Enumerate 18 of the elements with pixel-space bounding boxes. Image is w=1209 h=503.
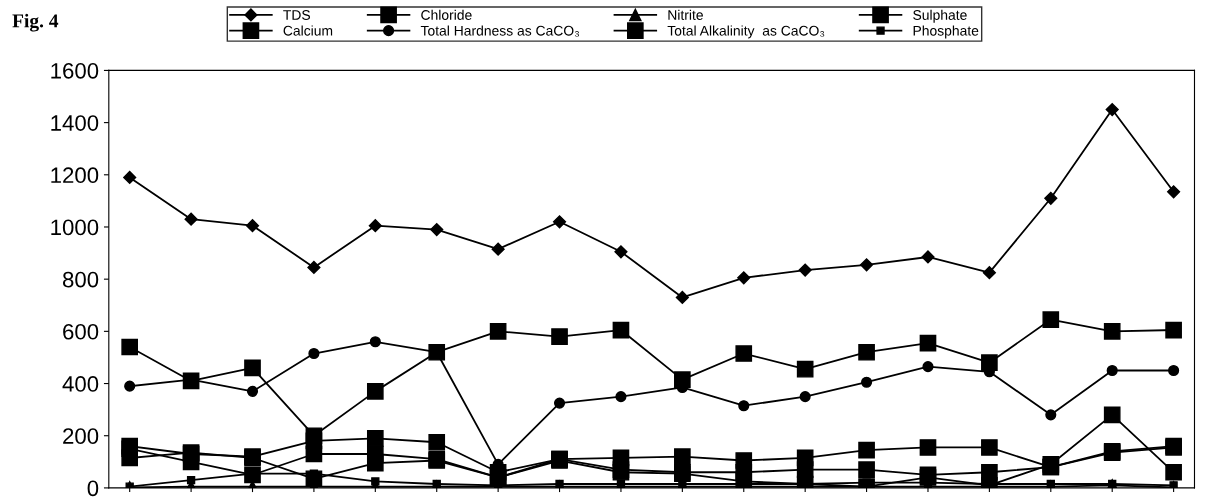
y-tick-label: 400 (62, 376, 99, 392)
y-tick-label: 600 (63, 323, 99, 340)
legend-label: Sulphate (913, 9, 967, 23)
legend-label: TDS (283, 10, 311, 20)
y-tick-label: 0 (87, 480, 99, 497)
legend-label: Nitrite (668, 9, 703, 20)
y-tick-label: 1200 (51, 167, 99, 184)
legend-label: Total Hardness as CaCO₃ (420, 25, 579, 37)
legend-label: Chloride (421, 9, 472, 20)
legend-label: Calcium (283, 25, 333, 36)
legend-label: Total Alkalinity as CaCO₃ (667, 25, 825, 39)
y-tick-label: 1000 (51, 219, 99, 236)
y-tick-label: 1600 (51, 62, 99, 79)
y-tick-label: 1400 (51, 115, 99, 131)
legend-label: Phosphate (913, 25, 979, 39)
y-tick-label: 200 (63, 428, 99, 444)
chart-title: Fig. 4 (12, 13, 59, 32)
y-tick-label: 800 (62, 271, 99, 288)
